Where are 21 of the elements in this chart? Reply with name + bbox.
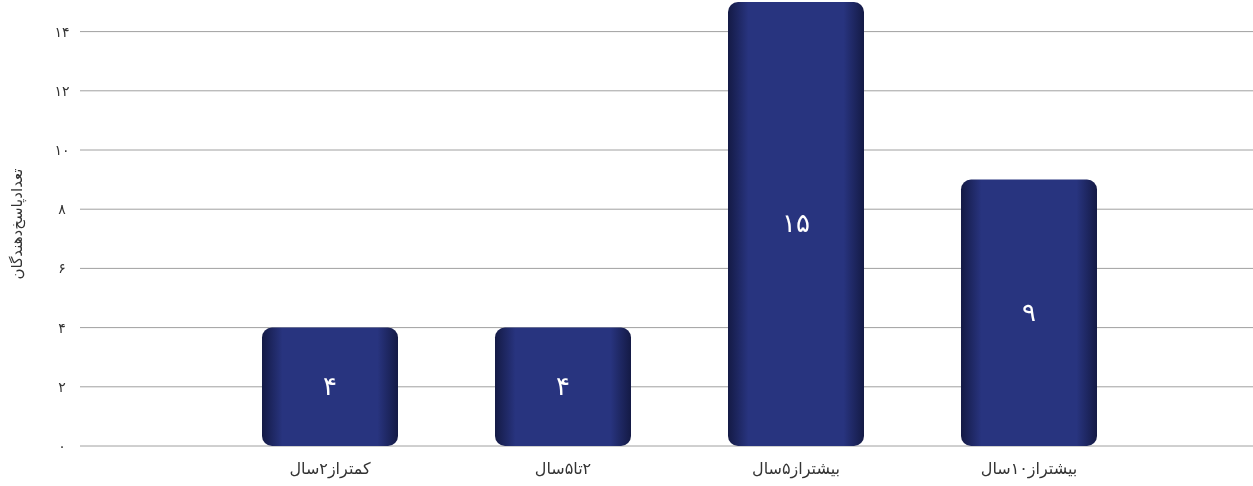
y-tick-label: ۱۰ xyxy=(54,142,70,158)
bar xyxy=(728,2,864,446)
y-tick-label: ۴ xyxy=(58,319,66,336)
y-tick-label: ۱۲ xyxy=(54,82,70,99)
bar xyxy=(961,179,1097,446)
bar xyxy=(262,327,398,446)
x-tick-label: بیشتراز۵سال xyxy=(752,459,840,479)
x-tick-label: ۲تا۵سال xyxy=(534,459,592,478)
y-tick-label: ۲ xyxy=(58,378,66,395)
x-tick-label: کمتراز۲سال xyxy=(289,459,371,479)
y-tick-label: ۸ xyxy=(58,201,67,218)
bar xyxy=(495,327,631,446)
y-axis-title: تعدادپاسخ‌دهندگان xyxy=(8,168,27,280)
y-tick-label: ۱۴ xyxy=(54,23,70,40)
data-label: ۴ xyxy=(323,370,337,401)
x-tick-label: بیشتراز۱۰سال xyxy=(980,459,1078,479)
y-tick-label: ۶ xyxy=(58,260,66,277)
data-label: ۱۵ xyxy=(782,208,810,238)
data-label: ۴ xyxy=(556,370,570,401)
y-tick-label: ۰ xyxy=(58,438,66,454)
data-label: ۹ xyxy=(1022,296,1036,327)
